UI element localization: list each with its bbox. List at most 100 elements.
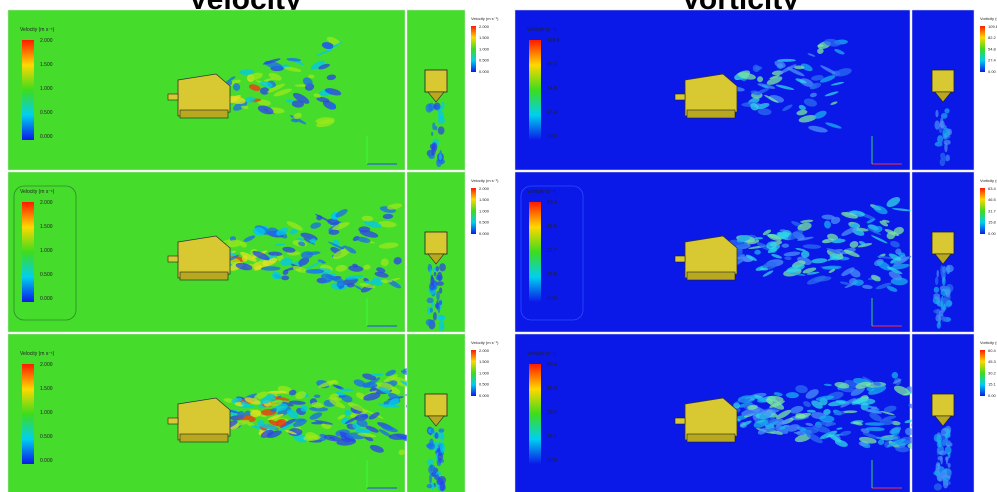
side-wake xyxy=(942,316,948,321)
side-wake xyxy=(438,126,445,134)
side-wake xyxy=(439,153,442,160)
legend-tick: 2.000 xyxy=(40,200,53,206)
side-legend-bar xyxy=(980,26,985,72)
legend-tick: 1.000 xyxy=(40,248,53,254)
side-legend-bar xyxy=(980,350,985,396)
side-legend-tick: 0.000 xyxy=(479,231,490,236)
vehicle-base xyxy=(180,272,228,280)
side-legend-tick: 109.6 xyxy=(988,24,997,29)
side-wake xyxy=(938,440,942,448)
side-wake xyxy=(430,144,436,150)
legend-tick: 0.00 xyxy=(547,134,557,140)
legend-title: Velocity (m s⁻¹) xyxy=(20,27,55,33)
legend-bar xyxy=(22,364,34,464)
side-wake xyxy=(434,432,438,439)
vehicle-base xyxy=(687,110,735,118)
vehicle-base xyxy=(687,434,735,442)
side-vehicle xyxy=(932,232,954,254)
legend-tick: 82.2 xyxy=(547,62,557,68)
side-wake xyxy=(934,120,939,129)
side-wake xyxy=(941,430,946,434)
side-legend-title: Vorticity (s⁻¹) xyxy=(980,178,997,183)
side-wake xyxy=(434,272,436,276)
side-wake xyxy=(427,459,434,465)
legend-tick: 2.000 xyxy=(40,38,53,44)
legend-tick: 0.000 xyxy=(40,458,53,464)
side-legend-title: Vorticity (s⁻¹) xyxy=(980,16,997,21)
legend-tick: 46.5 xyxy=(547,224,557,230)
legend-tick: 30.2 xyxy=(547,410,557,416)
side-wake xyxy=(429,283,435,291)
legend-tick: 1.500 xyxy=(40,386,53,392)
side-wake xyxy=(938,464,941,470)
side-legend-title: Velocity (m s⁻¹) xyxy=(471,178,499,183)
side-legend-tick: 0.000 xyxy=(479,393,490,398)
side-legend-tick: 46.5 xyxy=(988,197,997,202)
side-wake xyxy=(940,456,943,465)
side-wake xyxy=(429,320,433,324)
side-legend-title: Vorticity (s⁻¹) xyxy=(980,340,997,345)
side-vehicle xyxy=(932,394,954,416)
side-wake xyxy=(933,293,940,299)
wake xyxy=(389,434,408,440)
side-wake xyxy=(437,453,443,461)
side-wake xyxy=(430,464,433,471)
side-wake xyxy=(948,463,951,468)
panel-row: Vorticity (s⁻¹)60.445.330.215.10.00Vorti… xyxy=(515,334,997,492)
side-legend-tick: 0.00 xyxy=(988,393,997,398)
vehicle xyxy=(178,74,230,116)
legend-bar xyxy=(22,40,34,140)
side-wake xyxy=(430,307,433,312)
side-wake xyxy=(947,468,951,476)
side-legend-tick: 31.7 xyxy=(988,208,997,213)
legend-bar xyxy=(529,202,541,302)
side-legend-tick: 2.000 xyxy=(479,24,490,29)
legend-title: Velocity (m s⁻¹) xyxy=(20,189,55,195)
side-wake xyxy=(441,434,444,441)
side-wake xyxy=(439,321,442,331)
vehicle-arm xyxy=(168,418,178,424)
side-wake xyxy=(946,265,954,273)
side-wake xyxy=(433,312,437,321)
side-wake xyxy=(438,110,444,119)
side-legend-tick: 1.000 xyxy=(479,370,490,375)
side-wake xyxy=(946,456,948,465)
legend-tick: 15.8 xyxy=(547,272,557,278)
side-legend-bar xyxy=(980,188,985,234)
vehicle-base xyxy=(180,110,228,118)
side-vehicle xyxy=(425,70,447,92)
panel-row: Vorticity (s⁻¹)109.682.254.827.40.00Vort… xyxy=(515,10,997,170)
side-wake xyxy=(436,281,444,286)
panel-row: Velocity (m s⁻¹)2.0001.5001.0000.5000.00… xyxy=(8,10,499,170)
side-wake xyxy=(432,482,434,491)
side-wake xyxy=(935,315,941,322)
panel-row: Vorticity (s⁻¹)63.446.531.715.80.00Vorti… xyxy=(515,172,997,332)
legend-tick: 0.500 xyxy=(40,434,53,440)
legend-tick: 0.00 xyxy=(547,296,557,302)
legend-title: Vorticity (s⁻¹) xyxy=(527,189,556,195)
side-legend-title: Velocity (m s⁻¹) xyxy=(471,16,499,21)
side-wake xyxy=(944,143,947,153)
side-wake xyxy=(433,467,435,475)
side-wake xyxy=(436,266,439,272)
side-legend-tick: 82.2 xyxy=(988,35,997,40)
side-wake xyxy=(438,428,444,432)
side-legend-tick: 15.8 xyxy=(988,220,997,225)
side-wake xyxy=(427,297,434,303)
vehicle-base xyxy=(180,434,228,442)
side-wake xyxy=(935,110,938,118)
side-wake xyxy=(944,108,949,113)
vehicle-arm xyxy=(675,94,685,100)
side-wake xyxy=(439,300,442,305)
legend-tick: 31.7 xyxy=(547,248,557,254)
side-wake xyxy=(934,287,939,293)
side-legend-tick: 0.00 xyxy=(988,69,997,74)
legend-title: Velocity (m s⁻¹) xyxy=(20,351,55,357)
side-legend-bar xyxy=(471,350,476,396)
legend-bar xyxy=(22,202,34,302)
vehicle xyxy=(685,74,737,116)
vehicle-arm xyxy=(168,94,178,100)
side-wake xyxy=(431,132,433,136)
side-wake xyxy=(432,122,435,130)
legend-tick: 0.500 xyxy=(40,110,53,116)
